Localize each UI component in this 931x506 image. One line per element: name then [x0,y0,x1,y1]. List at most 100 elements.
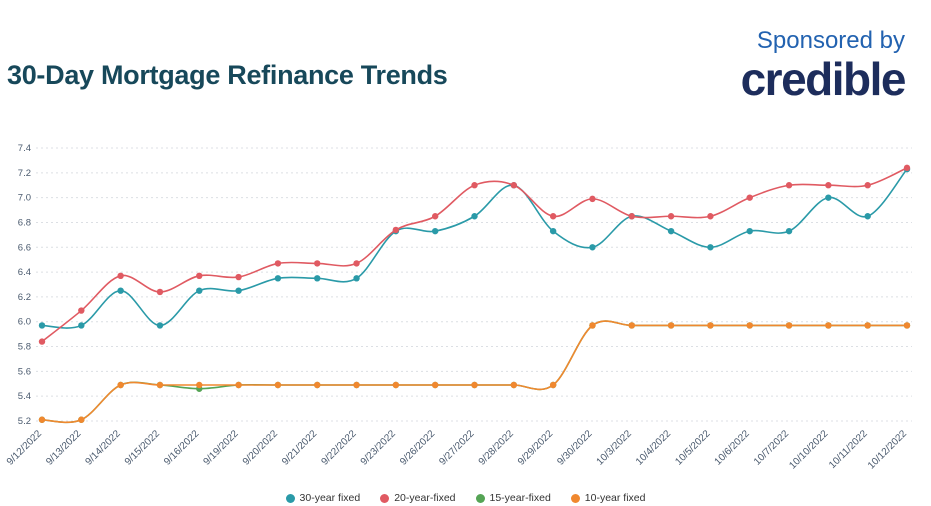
data-point-marker [431,213,439,220]
chart-legend: 30-year fixed 20-year-fixed 15-year-fixed 1… [0,492,931,504]
legend-item-15-year-fixed[interactable]: 15-year-fixed [475,492,551,504]
x-tick-label: 9/12/2022 [5,428,45,468]
data-point-marker [117,272,124,280]
data-point-marker [353,260,360,267]
x-tick-label: 9/29/2022 [516,428,556,468]
refinance-trends-chart: 5.2 5.4 5.6 5.8 6.0 6.2 6.4 6.6 6.8 7.0 7.2 7.4 9/12… [0,138,931,483]
x-tick-label: 9/19/2022 [201,428,241,468]
data-point-marker [38,322,46,329]
x-tick-label: 10/6/2022 [713,428,753,468]
legend-dot-icon [380,493,390,503]
y-tick-label: 5.4 [18,391,31,402]
y-tick-label: 6.4 [18,267,31,278]
data-point-marker [864,213,871,220]
data-point-marker [510,182,518,189]
legend-item-10-year-fixed[interactable]: 10-year fixed [570,492,646,504]
trend-chart-svg: 5.2 5.4 5.6 5.8 6.0 6.2 6.4 6.6 6.8 7.0 7.2 7.4 9/12… [5,143,912,472]
x-tick-label: 9/14/2022 [84,428,124,468]
series-line-30-year-fixed [41,168,908,329]
x-tick-label: 10/11/2022 [827,428,870,471]
y-tick-label: 7.4 [18,143,31,154]
data-point-marker [156,381,164,389]
data-point-marker [353,275,360,282]
page-title: 30-Day Mortgage Refinance Trends [7,60,448,91]
data-point-marker [431,381,439,389]
data-point-marker [117,287,124,294]
data-point-marker [78,307,85,314]
data-point-marker [471,182,478,189]
data-point-marker [156,288,164,296]
data-point-marker [707,213,714,220]
data-point-marker [274,381,282,389]
y-tick-label: 6.0 [18,317,31,328]
data-point-marker [549,381,557,389]
data-point-marker [156,322,164,329]
data-point-marker [589,195,596,203]
data-point-marker [471,213,478,220]
data-point-marker [78,322,85,329]
data-point-marker [392,226,400,234]
data-point-marker [903,164,911,172]
x-tick-label: 9/28/2022 [477,428,517,468]
data-point-marker [707,244,714,251]
x-tick-label: 10/4/2022 [634,428,674,468]
series-line-20-year-fixed [41,167,908,343]
y-tick-label: 5.6 [18,366,31,377]
data-point-marker [667,213,675,220]
legend-item-20-year-fixed[interactable]: 20-year-fixed [380,492,456,504]
data-point-marker [235,273,242,281]
data-point-marker [825,182,832,189]
data-point-marker [825,322,832,329]
legend-dot-icon [285,493,295,503]
data-point-marker [314,381,321,389]
data-point-marker [864,322,871,329]
data-point-marker [903,322,911,329]
x-tick-label: 9/22/2022 [319,428,359,468]
x-tick-label: 10/10/2022 [787,428,830,471]
sponsor-block: Sponsored by credible [740,27,907,106]
data-point-marker [667,227,675,235]
data-point-marker [785,182,793,189]
x-tick-label: 9/21/2022 [280,428,320,468]
legend-label: 15-year-fixed [489,492,551,504]
data-point-marker [235,381,242,389]
data-point-marker [235,287,242,294]
credible-logo: credible [740,53,907,106]
data-point-marker [38,416,46,423]
data-point-marker [471,381,478,389]
data-point-marker [196,381,203,389]
y-tick-label: 5.8 [18,342,31,353]
data-point-marker [274,275,282,282]
x-tick-label: 9/15/2022 [123,428,163,468]
legend-item-30-year-fixed[interactable]: 30-year fixed [285,492,361,504]
data-point-marker [785,322,793,329]
x-tick-label: 9/16/2022 [162,428,202,468]
data-point-marker [628,322,635,329]
sponsored-by-label: Sponsored by [756,27,905,54]
x-tick-label: 10/5/2022 [673,428,713,468]
data-point-marker [549,213,557,220]
data-point-marker [392,381,400,389]
x-tick-label: 9/13/2022 [44,428,84,468]
data-point-marker [196,287,203,294]
data-point-marker [746,322,753,329]
data-point-marker [667,322,675,329]
data-point-marker [746,227,753,235]
data-point-marker [117,381,124,389]
x-tick-label: 9/23/2022 [359,428,399,468]
data-point-marker [628,213,635,220]
data-point-marker [510,381,518,389]
y-tick-label: 7.2 [18,168,31,179]
x-tick-label: 10/12/2022 [866,428,909,471]
data-point-marker [825,194,832,201]
x-tick-label: 10/3/2022 [595,428,635,468]
data-point-marker [707,322,714,329]
y-tick-label: 5.2 [18,416,31,427]
y-tick-label: 6.6 [18,242,31,253]
y-tick-label: 6.2 [18,292,31,303]
data-point-marker [864,182,871,189]
legend-label: 30-year fixed [299,492,361,504]
data-point-marker [38,338,46,345]
legend-label: 10-year fixed [584,492,646,504]
data-point-marker [314,275,321,282]
